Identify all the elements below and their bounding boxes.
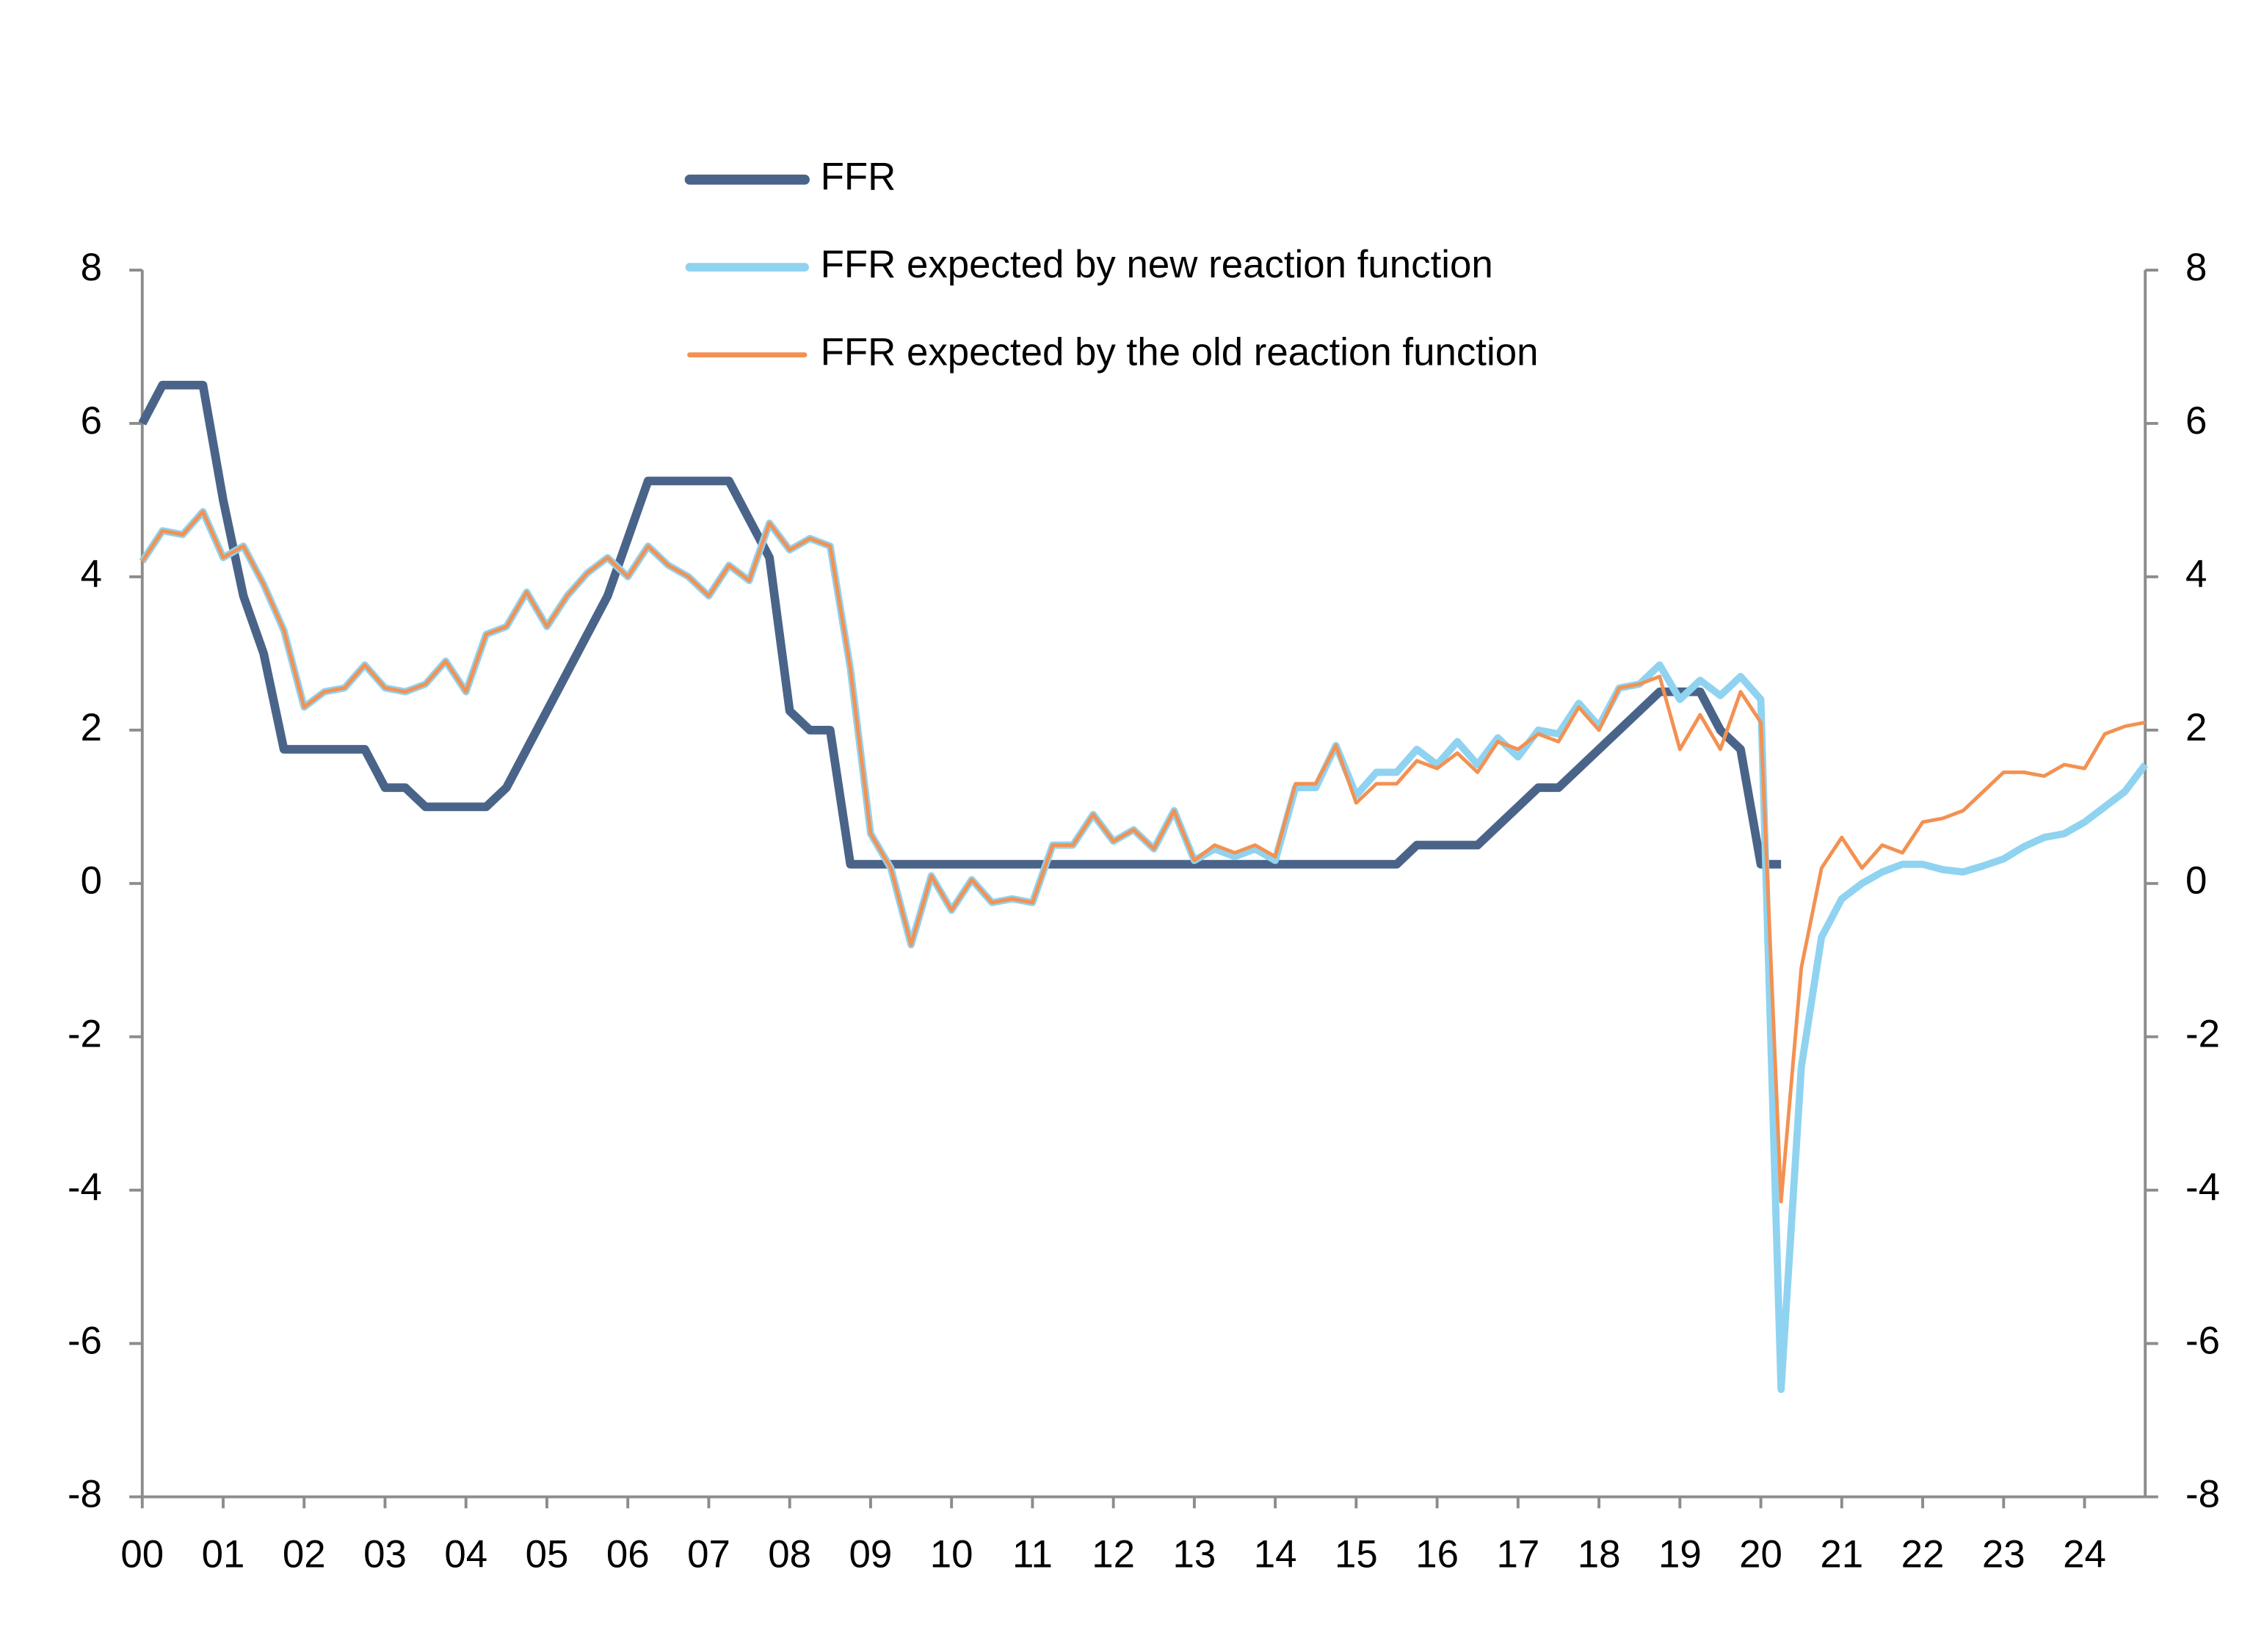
x-tick-label: 17 xyxy=(1496,1533,1539,1576)
x-tick-label: 13 xyxy=(1173,1533,1216,1576)
y-tick-label: -2 xyxy=(68,1013,102,1056)
x-tick-label: 16 xyxy=(1415,1533,1459,1576)
y-tick-label: -4 xyxy=(68,1166,102,1209)
y-tick-label: 0 xyxy=(81,859,102,903)
x-tick-label: 01 xyxy=(202,1533,245,1576)
x-tick-label: 12 xyxy=(1092,1533,1135,1576)
x-tick-label: 22 xyxy=(1901,1533,1945,1576)
x-tick-label: 08 xyxy=(768,1533,811,1576)
x-tick-label: 07 xyxy=(687,1533,730,1576)
y-tick-label: 8 xyxy=(81,246,102,289)
y2-tick-label: 2 xyxy=(2185,706,2207,749)
legend-label: FFR expected by the old reaction functio… xyxy=(821,330,1539,374)
y2-tick-label: -6 xyxy=(2185,1320,2220,1363)
x-tick-label: 14 xyxy=(1254,1533,1297,1576)
x-tick-label: 18 xyxy=(1578,1533,1621,1576)
x-tick-label: 05 xyxy=(526,1533,569,1576)
y2-tick-label: 0 xyxy=(2185,859,2207,903)
x-tick-label: 06 xyxy=(606,1533,650,1576)
x-tick-label: 21 xyxy=(1820,1533,1863,1576)
y2-tick-label: 6 xyxy=(2185,399,2207,443)
x-tick-label: 00 xyxy=(120,1533,164,1576)
series-line xyxy=(139,508,2149,1394)
x-tick-label: 02 xyxy=(283,1533,326,1576)
x-tick-label: 11 xyxy=(1012,1533,1053,1576)
y2-tick-label: 8 xyxy=(2185,246,2207,289)
y-tick-label: 4 xyxy=(81,553,102,596)
x-tick-label: 09 xyxy=(849,1533,893,1576)
series-line xyxy=(140,509,2146,1204)
y2-tick-label: -8 xyxy=(2185,1472,2220,1515)
x-tick-label: 20 xyxy=(1739,1533,1782,1576)
y2-tick-label: -4 xyxy=(2185,1166,2220,1209)
x-tick-label: 10 xyxy=(930,1533,973,1576)
x-tick-label: 15 xyxy=(1335,1533,1378,1576)
x-tick-label: 19 xyxy=(1658,1533,1702,1576)
y-tick-label: 2 xyxy=(81,706,102,749)
series-line xyxy=(138,380,1782,869)
y2-tick-label: 4 xyxy=(2185,553,2207,596)
x-tick-label: 23 xyxy=(1982,1533,2025,1576)
y-tick-label: -8 xyxy=(68,1472,102,1515)
y2-tick-label: -2 xyxy=(2185,1013,2220,1056)
y-tick-label: -6 xyxy=(68,1320,102,1363)
x-tick-label: 04 xyxy=(444,1533,487,1576)
legend-label: FFR xyxy=(821,156,896,199)
legend-label: FFR expected by new reaction function xyxy=(821,243,1493,286)
x-tick-label: 24 xyxy=(2063,1533,2106,1576)
y-tick-label: 6 xyxy=(81,399,102,443)
x-tick-label: 03 xyxy=(363,1533,407,1576)
